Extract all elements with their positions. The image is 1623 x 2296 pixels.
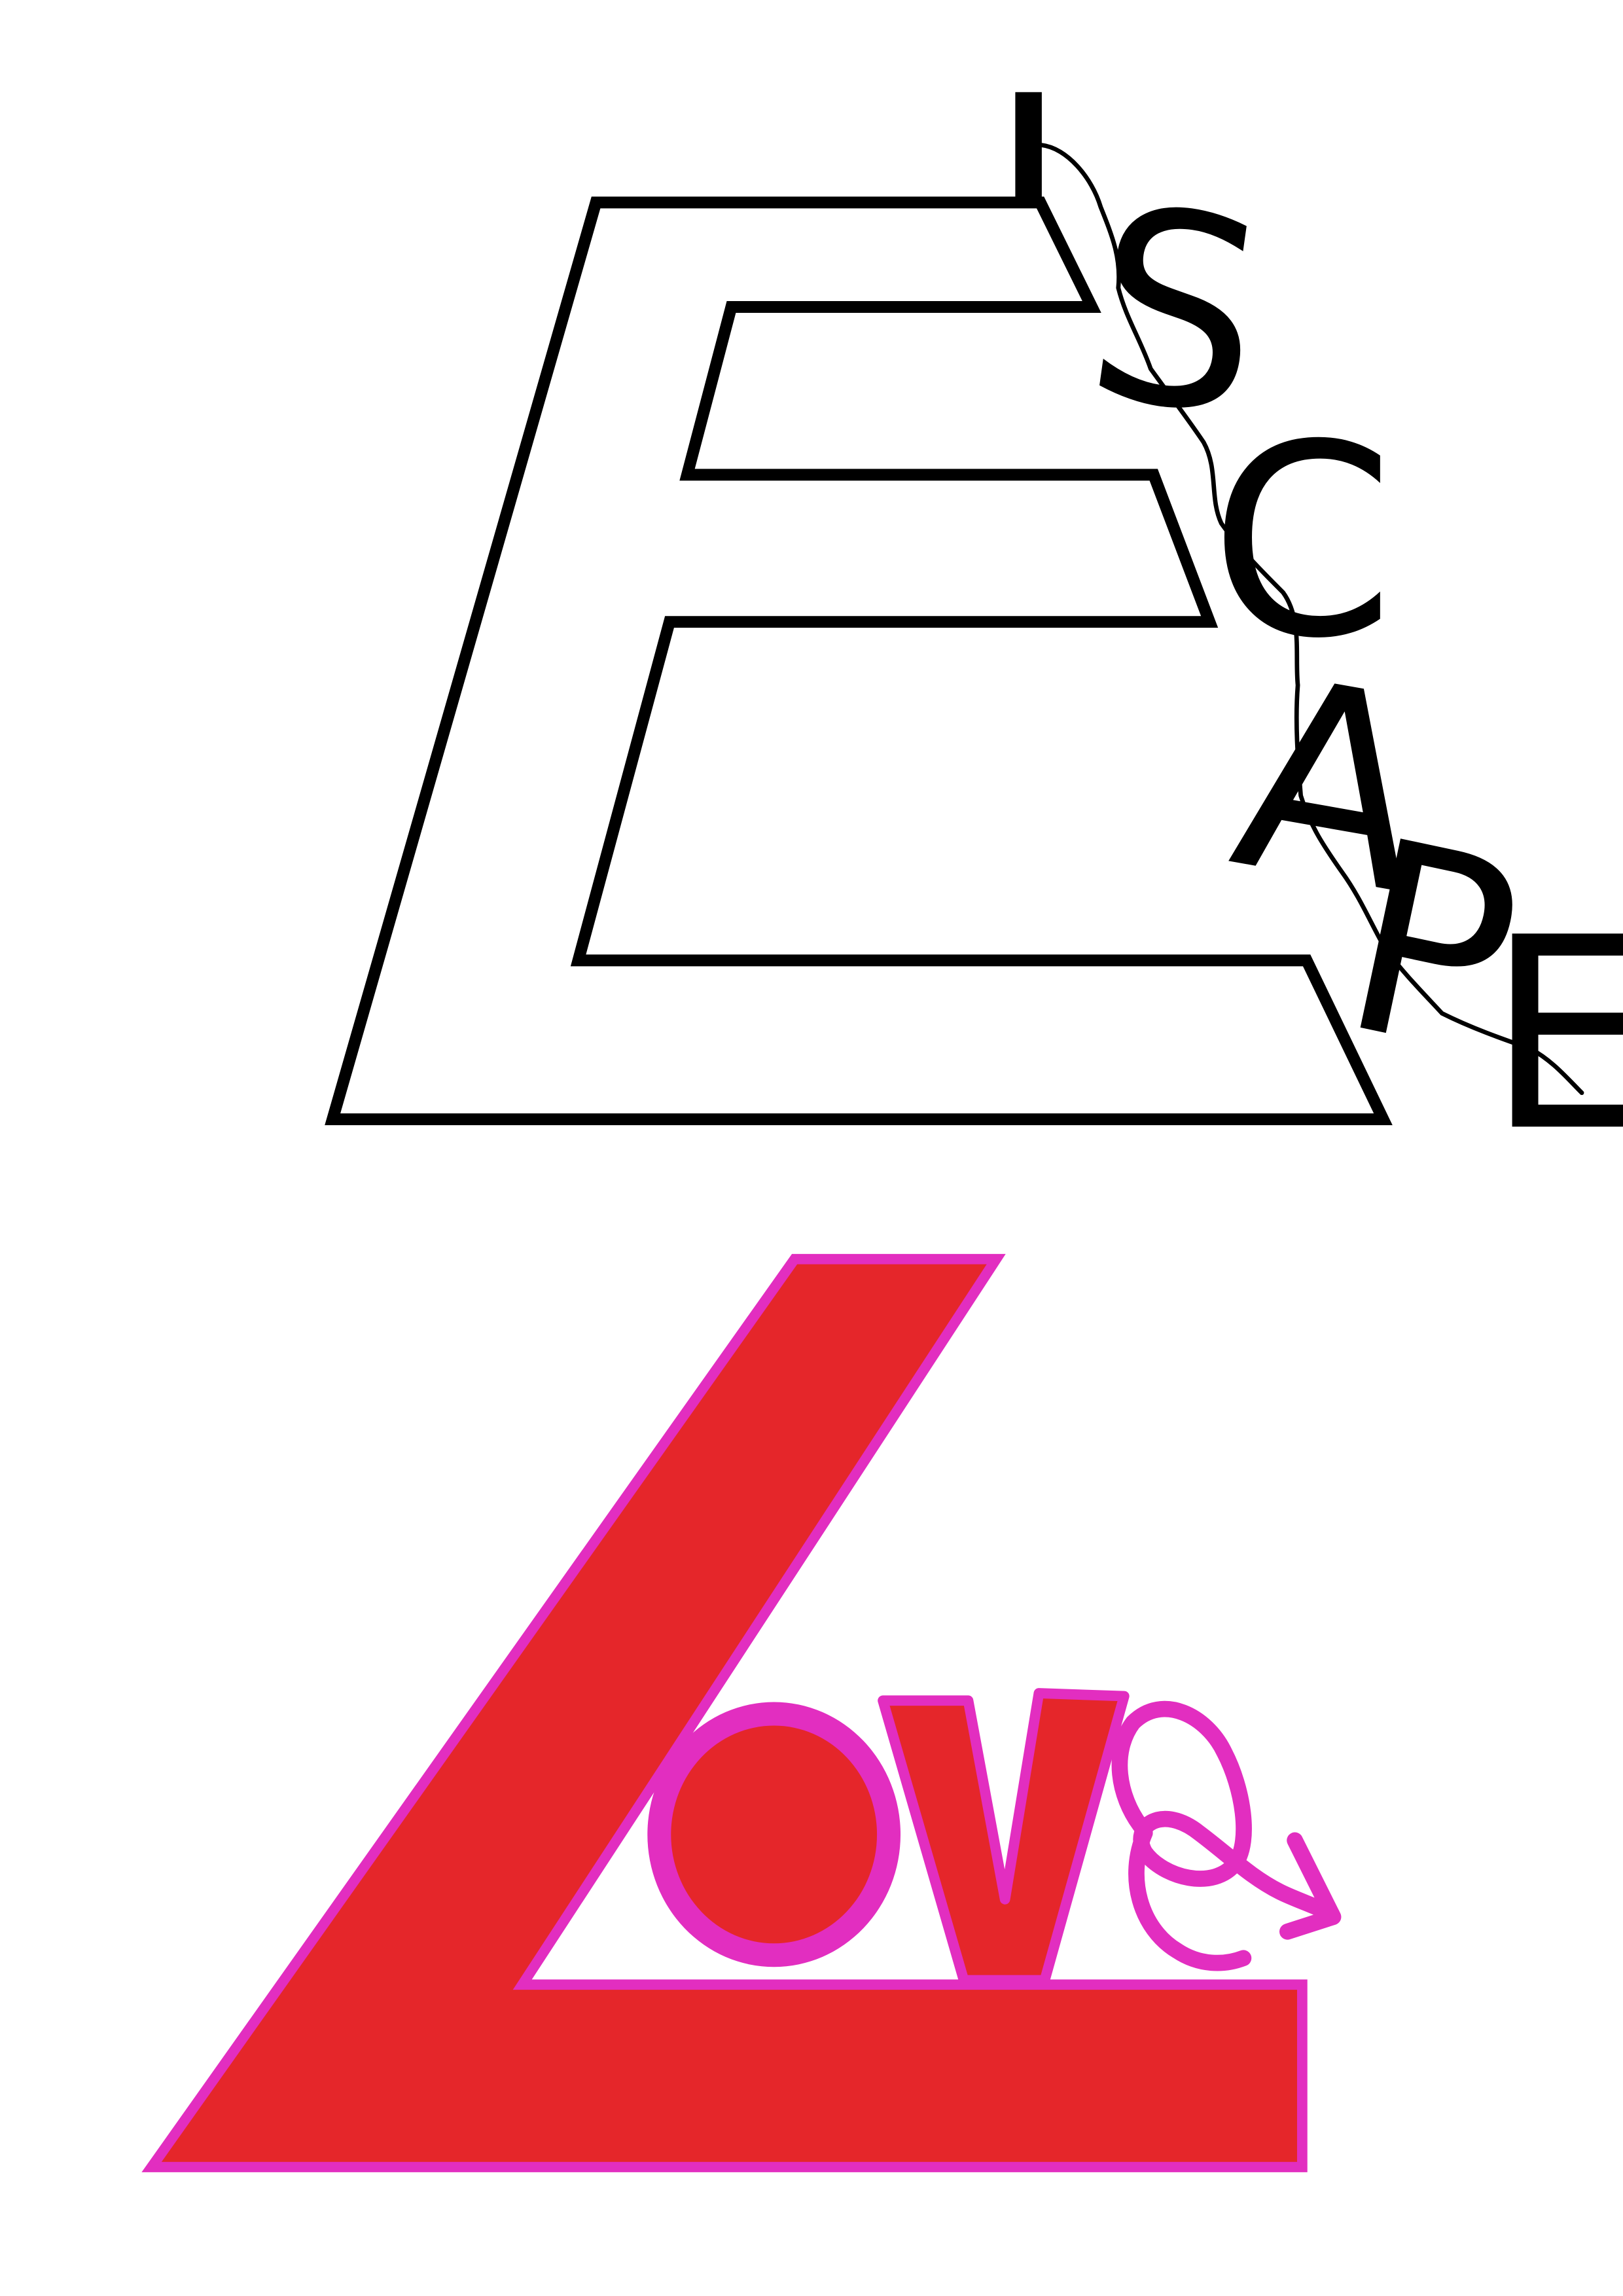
escape-wavy-line — [1039, 143, 1584, 1096]
love-artwork: O V E — [141, 1253, 1342, 2172]
love-letter-o: O — [647, 1702, 901, 1967]
love-letter-e: E — [1111, 1700, 1342, 1971]
escape-letter-c: C — [1209, 388, 1395, 696]
escape-i-bar — [1015, 92, 1042, 202]
escape-artwork — [325, 92, 1584, 1126]
escape-letter-e: E — [1486, 881, 1623, 1189]
love-l-shape — [141, 1253, 1308, 2172]
love-letter-v: V — [878, 1688, 1130, 1986]
escape-e-outline — [325, 196, 1393, 1126]
escape-letters: S C A P E — [1071, 148, 1623, 1189]
love-arrow-icon — [1279, 1832, 1342, 1940]
